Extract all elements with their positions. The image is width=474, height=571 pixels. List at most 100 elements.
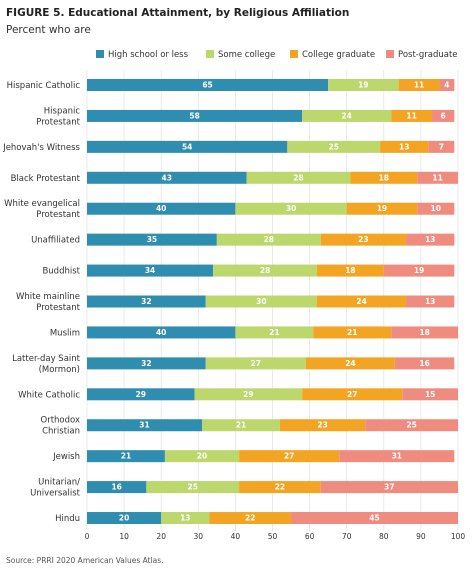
- value-label: 31: [139, 421, 149, 430]
- x-tick-label: 40: [231, 532, 241, 541]
- y-tick-label: Orthodox Christian: [41, 415, 80, 436]
- value-label: 19: [377, 204, 387, 213]
- y-tick-label: Hispanic Protestant: [36, 106, 80, 127]
- bar-segment: [417, 171, 458, 184]
- value-label: 16: [419, 359, 429, 368]
- value-label: 24: [341, 111, 351, 120]
- bar-segment: [161, 512, 210, 525]
- value-label: 27: [284, 452, 294, 461]
- value-label: 24: [356, 297, 366, 306]
- y-tick-label: Hispanic Catholic: [7, 81, 81, 91]
- y-tick-label: White mainline Protestant: [16, 292, 81, 313]
- chart-subtitle: Percent who are: [6, 24, 91, 36]
- y-tick-label: Buddhist: [42, 266, 80, 276]
- x-tick-label: 90: [416, 532, 426, 541]
- label-line: Hindu: [55, 514, 80, 524]
- value-label: 6: [441, 111, 446, 120]
- value-label: 28: [264, 235, 274, 244]
- bar-segment: [87, 79, 329, 91]
- x-tick-label: 0: [85, 532, 90, 541]
- value-label: 58: [189, 111, 199, 120]
- value-label: 4: [444, 81, 449, 90]
- y-tick-label: Unitarian/Universalist: [30, 477, 81, 498]
- value-label: 27: [251, 359, 261, 368]
- bar-segment: [87, 419, 203, 432]
- x-tick-label: 50: [268, 532, 278, 541]
- legend-label: High school or less: [108, 50, 189, 60]
- value-label: 19: [414, 266, 424, 275]
- y-tick-label: White Catholic: [18, 390, 80, 400]
- label-line: White mainline: [16, 292, 80, 302]
- label-line: Black Protestant: [11, 173, 81, 183]
- value-label: 29: [136, 390, 146, 399]
- value-label: 29: [243, 390, 253, 399]
- bar-segment: [287, 140, 381, 153]
- label-line: (Mormon): [39, 364, 80, 374]
- label-line: Jehovah's Witness: [2, 142, 80, 152]
- bar-segment: [146, 481, 240, 494]
- value-label: 21: [236, 421, 246, 430]
- value-label: 18: [419, 328, 429, 337]
- bar-segment: [205, 357, 306, 370]
- y-tick-label: Black Protestant: [11, 173, 81, 183]
- value-label: 34: [145, 266, 155, 275]
- source: Source: PRRI 2020 American Values Atlas.: [6, 556, 164, 565]
- label-line: Hispanic Catholic: [7, 81, 81, 91]
- bar-segment: [213, 264, 318, 277]
- bar-segment: [87, 512, 162, 525]
- bar-segment: [291, 512, 458, 525]
- label-line: Universalist: [30, 488, 81, 498]
- bar-segment: [391, 326, 458, 339]
- bar-segment: [239, 481, 321, 494]
- value-label: 31: [392, 452, 402, 461]
- bar-segment: [328, 79, 399, 91]
- value-label: 65: [202, 81, 212, 90]
- value-label: 16: [111, 483, 121, 492]
- bar-segment: [417, 202, 455, 215]
- legend-swatch: [290, 50, 298, 58]
- value-label: 35: [147, 235, 157, 244]
- value-label: 25: [406, 421, 416, 430]
- y-tick-label: Hindu: [55, 514, 80, 524]
- value-label: 28: [293, 173, 303, 182]
- bar-segment: [87, 140, 288, 153]
- y-tick-label: Latter-day Saint (Mormon): [12, 353, 81, 374]
- bar-segment: [87, 233, 217, 246]
- value-label: 11: [432, 173, 442, 182]
- value-label: 11: [414, 81, 424, 90]
- label-line: Protestant: [36, 210, 80, 220]
- value-label: 22: [245, 514, 255, 523]
- x-tick-label: 20: [156, 532, 166, 541]
- y-tick-label: Jewish: [52, 452, 80, 462]
- x-tick-label: 100: [451, 532, 466, 541]
- value-label: 20: [197, 452, 207, 461]
- value-label: 13: [399, 142, 409, 151]
- bar-segment: [209, 512, 292, 525]
- value-label: 21: [269, 328, 279, 337]
- legend-swatch: [206, 50, 214, 58]
- value-label: 7: [439, 142, 444, 151]
- bar-segment: [402, 388, 458, 401]
- label-line: White evangelical: [4, 199, 80, 209]
- label-line: Muslim: [50, 328, 80, 338]
- value-label: 30: [286, 204, 296, 213]
- bar-segment: [339, 450, 455, 463]
- chart-title: FIGURE 5. Educational Attainment, by Rel…: [6, 7, 349, 19]
- bar-segment: [164, 450, 240, 463]
- bar-segment: [87, 109, 303, 122]
- bar-segment: [380, 140, 429, 153]
- bar-segment: [216, 233, 321, 246]
- bar-segment: [305, 357, 395, 370]
- value-label: 13: [425, 297, 435, 306]
- value-label: 23: [317, 421, 327, 430]
- value-label: 23: [358, 235, 368, 244]
- legend-label: Post-graduate: [398, 50, 458, 60]
- x-tick-label: 10: [119, 532, 129, 541]
- bar-segment: [439, 79, 455, 91]
- value-label: 40: [156, 328, 166, 337]
- bar-segment: [394, 357, 455, 370]
- bar-segment: [246, 171, 351, 184]
- value-label: 43: [162, 173, 172, 182]
- x-tick-label: 60: [305, 532, 315, 541]
